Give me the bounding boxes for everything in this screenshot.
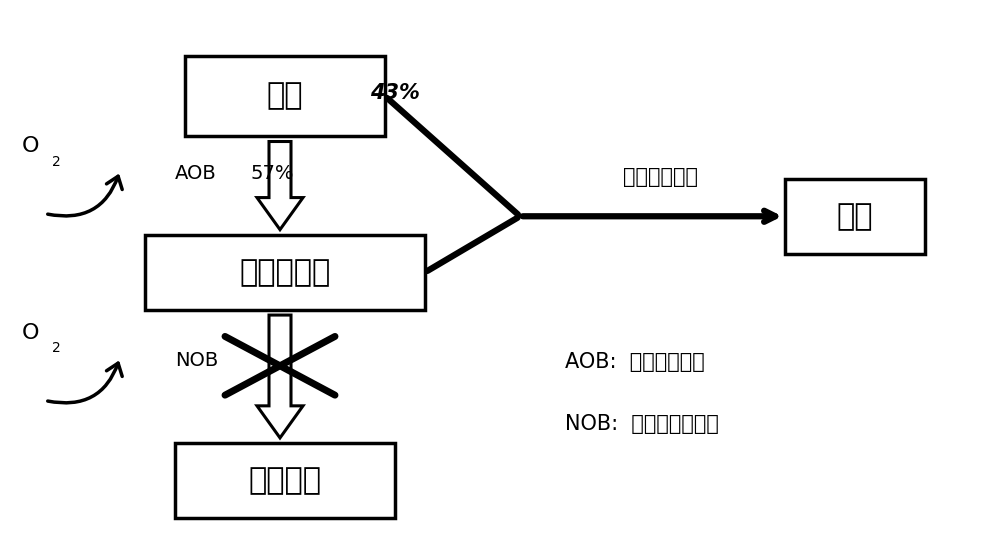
Text: O: O [22, 323, 40, 343]
Bar [785, 179, 925, 254]
Text: 43%: 43% [370, 83, 420, 103]
Text: 2: 2 [52, 341, 61, 356]
Bar [145, 235, 425, 310]
Text: AOB:  好氧氨氧化菌: AOB: 好氧氨氧化菌 [565, 352, 705, 372]
Text: AOB: AOB [175, 164, 217, 183]
Text: O: O [22, 136, 40, 156]
Text: 厌氧氨氧化菌: 厌氧氨氧化菌 [622, 167, 698, 187]
Text: 氮气: 氮气 [837, 202, 873, 231]
Polygon shape [257, 142, 303, 230]
Text: 氨氮: 氨氮 [267, 82, 303, 111]
Text: 亚稳酸盐氮: 亚稳酸盐氮 [239, 258, 331, 287]
Text: 确酸盐氮: 确酸盐氮 [248, 466, 322, 495]
Text: NOB: NOB [175, 351, 218, 370]
Polygon shape [257, 315, 303, 438]
FancyArrowPatch shape [48, 363, 122, 403]
FancyArrowPatch shape [48, 176, 122, 216]
Text: 57%: 57% [250, 164, 294, 183]
Text: 2: 2 [52, 154, 61, 169]
Text: NOB:  亚稳酸盐氧化菌: NOB: 亚稳酸盐氧化菌 [565, 414, 719, 434]
Bar [175, 443, 395, 518]
Bar [185, 56, 385, 136]
